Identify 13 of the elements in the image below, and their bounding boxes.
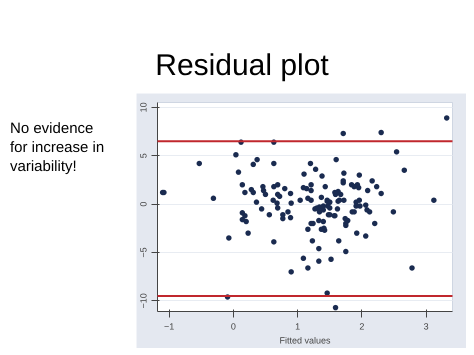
y-tick-label: 5 bbox=[138, 153, 148, 158]
y-tick-label: 10 bbox=[138, 102, 148, 112]
y-tick-label: 0 bbox=[138, 202, 148, 207]
x-tick-label: 2 bbox=[359, 322, 364, 332]
x-tick-label: 1 bbox=[295, 322, 300, 332]
x-tick-label: −1 bbox=[164, 322, 174, 332]
text: No evidence for increase in variability! bbox=[10, 120, 106, 176]
y-tick-label: −5 bbox=[138, 247, 148, 258]
x-axis-title: Fitted values bbox=[279, 336, 332, 346]
x-tick-label: 3 bbox=[424, 322, 429, 332]
x-tick-label: 0 bbox=[230, 322, 236, 332]
chart-title: Residual plot bbox=[155, 48, 329, 84]
y-tick-label: −10 bbox=[138, 293, 148, 308]
